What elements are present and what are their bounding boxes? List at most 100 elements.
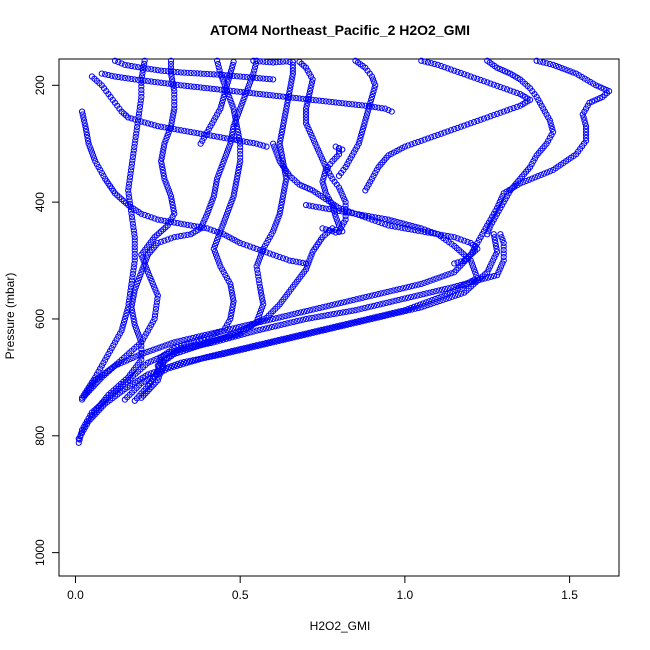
data-point (174, 69, 181, 76)
data-point (144, 65, 152, 72)
data-point (266, 76, 273, 83)
data-point (279, 93, 287, 100)
data-point (405, 225, 412, 233)
data-point (270, 251, 277, 258)
data-point (382, 221, 389, 228)
data-point (470, 118, 478, 126)
data-point (285, 312, 292, 319)
data-point (138, 73, 145, 80)
data-point (253, 263, 260, 270)
data-point (129, 220, 136, 227)
data-point (214, 254, 221, 261)
data-point (492, 251, 499, 258)
data-point (488, 260, 495, 267)
data-point (141, 77, 148, 84)
data-point (220, 134, 227, 141)
data-point (286, 94, 293, 101)
data-point (207, 85, 214, 92)
data-point (510, 104, 517, 112)
data-point (184, 82, 191, 90)
data-point (302, 201, 310, 209)
data-point (273, 219, 280, 226)
data-point (239, 99, 246, 106)
data-point (307, 254, 314, 261)
data-point (319, 97, 326, 105)
data-point (302, 114, 310, 121)
data-point (314, 146, 322, 153)
data-point (217, 229, 224, 237)
data-point (219, 161, 226, 168)
data-point (253, 90, 260, 97)
data-point (310, 137, 318, 144)
data-point (500, 253, 507, 261)
data-point (302, 111, 310, 118)
data-point (507, 106, 514, 113)
data-point (255, 273, 262, 280)
data-point (130, 315, 137, 323)
data-point (235, 131, 242, 139)
data-point (434, 131, 441, 139)
data-point (153, 289, 160, 296)
data-point (204, 70, 211, 78)
data-point (128, 304, 135, 311)
data-point (266, 59, 273, 66)
data-point (256, 283, 264, 290)
data-point (296, 259, 303, 266)
data-point (277, 207, 284, 214)
data-point (164, 184, 171, 191)
data-point (580, 114, 587, 121)
data-point (359, 294, 366, 301)
data-point (129, 354, 136, 362)
data-point (262, 325, 270, 332)
data-point (389, 298, 396, 305)
data-point (228, 199, 235, 206)
data-point (151, 315, 158, 323)
data-point (318, 326, 325, 334)
data-point (325, 302, 332, 309)
data-point (169, 201, 176, 209)
data-point (234, 169, 242, 177)
data-point (170, 111, 177, 118)
data-point (277, 204, 284, 212)
data-point (360, 123, 367, 130)
data-point (461, 71, 468, 78)
data-point (139, 266, 146, 273)
data-point (233, 88, 240, 95)
data-point (125, 187, 132, 194)
data-point (491, 234, 498, 241)
data-point (171, 126, 178, 133)
data-point (438, 293, 445, 300)
data-point (210, 133, 217, 140)
data-point (154, 295, 161, 303)
data-point (278, 336, 285, 343)
data-point (335, 144, 343, 152)
data-point (130, 147, 137, 154)
data-point (88, 149, 96, 156)
data-point (137, 336, 144, 343)
data-point (188, 358, 196, 365)
data-point (337, 187, 344, 194)
data-point (333, 310, 341, 317)
data-point (233, 120, 240, 127)
data-point (411, 227, 418, 234)
data-point (161, 80, 168, 87)
data-point (234, 128, 242, 136)
data-point (89, 152, 97, 159)
data-point (380, 312, 387, 319)
data-point (237, 151, 244, 158)
data-point (278, 128, 285, 136)
data-point (141, 349, 148, 357)
data-point (213, 351, 220, 358)
data-point (131, 234, 138, 241)
data-point (349, 319, 356, 326)
data-point (303, 307, 311, 315)
data-point (260, 91, 267, 98)
data-point (316, 204, 323, 211)
data-point (253, 74, 260, 82)
data-point (312, 328, 319, 335)
data-point (137, 272, 144, 279)
data-point (232, 329, 239, 336)
data-point (432, 288, 439, 295)
data-point (194, 70, 201, 77)
data-point (227, 315, 234, 323)
